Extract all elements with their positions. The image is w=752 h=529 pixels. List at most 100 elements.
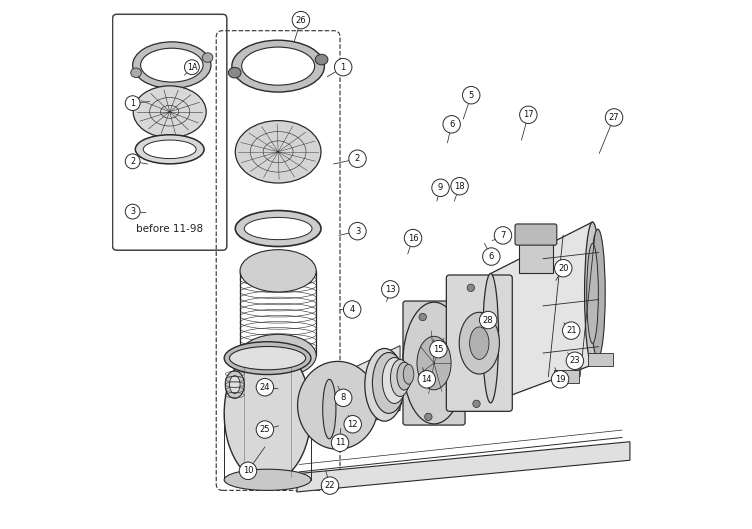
Text: 7: 7	[500, 231, 505, 240]
Text: 5: 5	[468, 90, 474, 100]
Circle shape	[349, 150, 366, 168]
Circle shape	[494, 226, 511, 244]
Text: 1A: 1A	[186, 62, 197, 72]
Text: 28: 28	[483, 315, 493, 325]
Text: 8: 8	[341, 393, 346, 403]
Ellipse shape	[232, 40, 324, 92]
Ellipse shape	[202, 53, 213, 62]
Text: 25: 25	[259, 425, 270, 434]
Ellipse shape	[390, 360, 410, 396]
Polygon shape	[490, 222, 593, 403]
Ellipse shape	[133, 86, 206, 138]
Text: 15: 15	[433, 344, 444, 354]
Circle shape	[566, 352, 584, 369]
Text: 9: 9	[438, 183, 443, 193]
Ellipse shape	[397, 362, 411, 390]
Ellipse shape	[224, 342, 311, 375]
FancyBboxPatch shape	[403, 301, 465, 425]
Text: 11: 11	[335, 438, 345, 448]
Ellipse shape	[590, 229, 605, 358]
Circle shape	[293, 12, 310, 29]
Text: 27: 27	[608, 113, 620, 122]
Ellipse shape	[132, 42, 211, 88]
Text: 21: 21	[566, 326, 577, 335]
Ellipse shape	[417, 336, 451, 390]
Bar	[553, 370, 579, 383]
Ellipse shape	[323, 379, 336, 439]
Text: 14: 14	[422, 375, 432, 384]
Circle shape	[451, 177, 468, 195]
Ellipse shape	[131, 68, 141, 78]
Text: 1: 1	[341, 62, 346, 72]
Ellipse shape	[403, 364, 414, 384]
Polygon shape	[296, 442, 630, 492]
Ellipse shape	[584, 222, 600, 365]
Circle shape	[344, 300, 361, 318]
Ellipse shape	[470, 327, 489, 359]
Circle shape	[256, 421, 274, 438]
Text: 12: 12	[347, 419, 358, 429]
Circle shape	[462, 87, 480, 104]
Circle shape	[425, 413, 432, 421]
Text: 13: 13	[385, 285, 396, 294]
Ellipse shape	[382, 358, 407, 404]
FancyBboxPatch shape	[113, 14, 227, 250]
Circle shape	[432, 179, 449, 197]
Ellipse shape	[141, 48, 203, 82]
Text: 1: 1	[130, 98, 135, 108]
Ellipse shape	[235, 211, 321, 247]
Ellipse shape	[229, 346, 305, 370]
Text: 16: 16	[408, 233, 418, 243]
Circle shape	[126, 154, 140, 169]
Ellipse shape	[235, 121, 321, 183]
Circle shape	[349, 222, 366, 240]
Ellipse shape	[365, 349, 404, 421]
Text: 17: 17	[523, 110, 534, 120]
Ellipse shape	[135, 135, 204, 164]
Ellipse shape	[244, 217, 312, 240]
Circle shape	[335, 389, 352, 406]
Ellipse shape	[229, 67, 241, 78]
Circle shape	[381, 280, 399, 298]
Text: 19: 19	[555, 375, 566, 384]
Circle shape	[480, 311, 497, 329]
Circle shape	[419, 313, 426, 321]
FancyBboxPatch shape	[447, 275, 512, 412]
FancyBboxPatch shape	[515, 224, 556, 245]
Circle shape	[239, 462, 256, 479]
Text: 2: 2	[355, 154, 360, 163]
Circle shape	[551, 370, 569, 388]
Polygon shape	[329, 345, 400, 439]
Text: 23: 23	[569, 356, 581, 366]
Circle shape	[335, 58, 352, 76]
Ellipse shape	[372, 352, 405, 413]
Text: 3: 3	[355, 226, 360, 236]
Text: 22: 22	[325, 481, 335, 490]
Circle shape	[344, 416, 362, 433]
Text: 20: 20	[558, 263, 569, 273]
Text: 26: 26	[296, 15, 306, 25]
Ellipse shape	[229, 376, 240, 394]
Ellipse shape	[143, 140, 196, 159]
Circle shape	[429, 341, 447, 358]
Text: 24: 24	[259, 382, 270, 392]
Ellipse shape	[587, 243, 599, 343]
Ellipse shape	[241, 47, 314, 85]
Text: 10: 10	[243, 466, 253, 476]
Circle shape	[332, 434, 349, 451]
Circle shape	[483, 248, 500, 266]
Ellipse shape	[226, 371, 244, 398]
Circle shape	[184, 60, 199, 75]
Bar	[519, 240, 553, 273]
Text: 2: 2	[130, 157, 135, 166]
Ellipse shape	[240, 250, 317, 292]
Text: 18: 18	[454, 181, 465, 191]
Text: before 11-98: before 11-98	[136, 224, 203, 234]
Circle shape	[443, 116, 460, 133]
Bar	[588, 353, 614, 366]
Circle shape	[520, 106, 537, 124]
Circle shape	[126, 96, 140, 111]
Ellipse shape	[483, 273, 499, 403]
Circle shape	[126, 204, 140, 219]
Circle shape	[467, 284, 475, 291]
